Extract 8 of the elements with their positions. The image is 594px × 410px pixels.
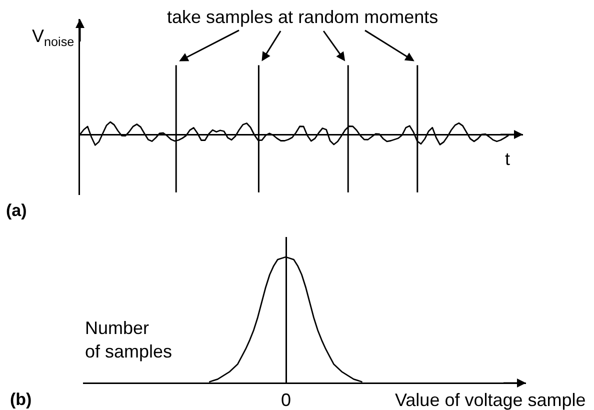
- text: (a): [6, 200, 27, 220]
- y-axis-title: V$_{noise}$: [32, 26, 74, 49]
- y-axis-title: Number of samples: [85, 318, 172, 362]
- text: take samples at random moments: [167, 7, 438, 27]
- text: (b): [10, 390, 32, 409]
- x-axis-title: Value of voltage sample: [395, 390, 586, 410]
- x-axis-title: t: [505, 149, 510, 169]
- text: 0: [281, 390, 292, 410]
